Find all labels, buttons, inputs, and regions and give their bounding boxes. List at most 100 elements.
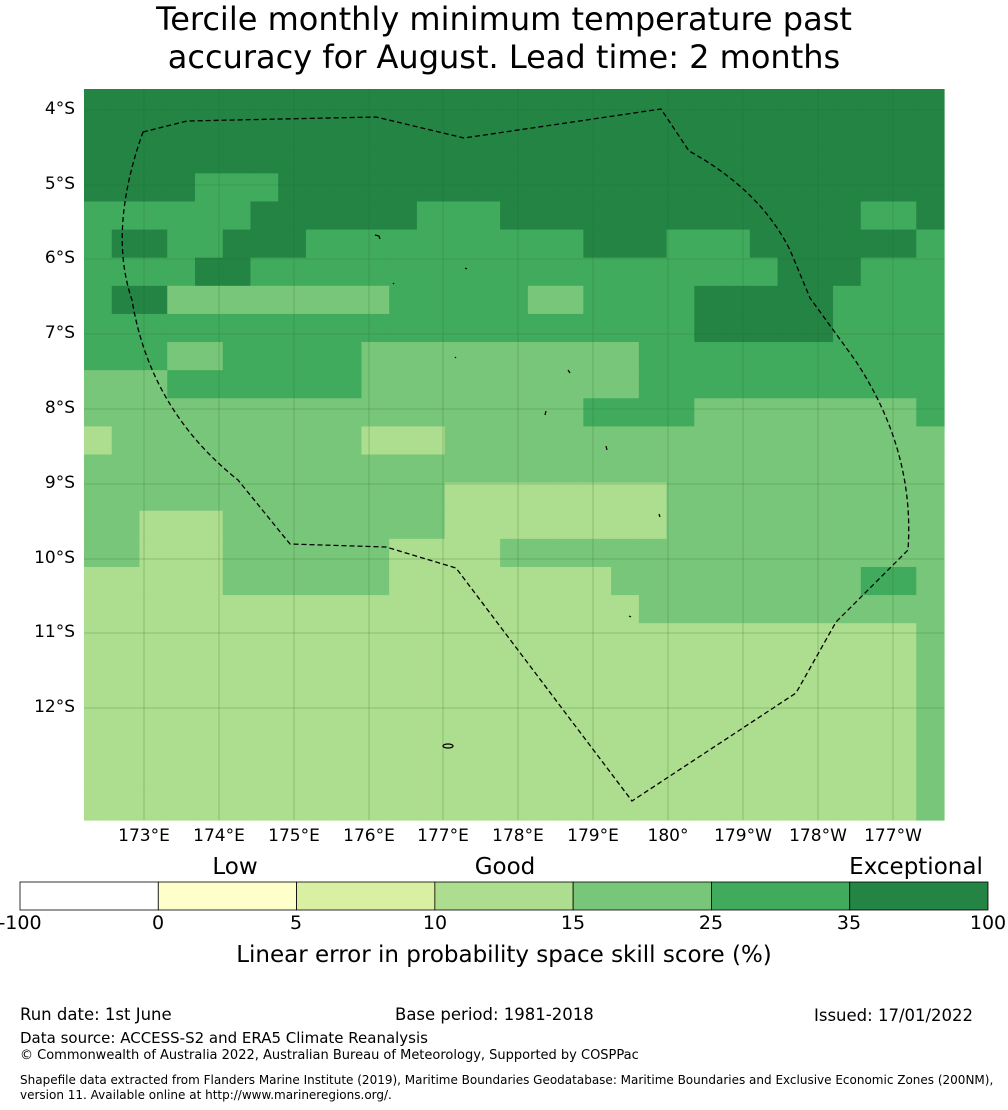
grid-cell <box>527 735 557 765</box>
grid-cell <box>860 370 890 399</box>
grid-cell <box>111 117 141 146</box>
grid-cell <box>500 173 529 203</box>
grid-cell <box>111 791 141 821</box>
grid-cell <box>555 566 584 596</box>
grid-cell <box>194 482 224 512</box>
grid-cell <box>611 454 640 484</box>
grid-cell <box>749 735 779 765</box>
map-figure <box>84 89 945 821</box>
grid-cell <box>333 651 363 681</box>
grid-cell <box>416 679 446 709</box>
grid-cell <box>361 454 390 484</box>
grid-cell <box>583 285 612 315</box>
grid-cell <box>722 173 751 203</box>
grid-cell <box>666 538 695 568</box>
grid-cell <box>305 201 335 231</box>
grid-cell <box>694 342 723 371</box>
colorbar-swatch <box>849 881 989 911</box>
grid-cell <box>833 679 862 709</box>
grid-cell <box>444 201 473 231</box>
grid-cell <box>860 173 890 203</box>
grid-cell <box>638 566 668 596</box>
grid-cell <box>833 229 862 259</box>
grid-cell <box>250 595 279 624</box>
lat-label: 12°S <box>34 697 75 717</box>
grid-cell <box>389 623 418 652</box>
grid-cell <box>777 173 806 203</box>
grid-cell <box>333 370 363 399</box>
grid-cell <box>389 426 418 456</box>
grid-cell <box>167 257 196 287</box>
grid-cell <box>638 735 668 765</box>
grid-cell <box>694 510 723 540</box>
grid-cell <box>611 763 640 793</box>
grid-cell <box>638 482 668 512</box>
grid-cell <box>749 707 779 737</box>
grid-cell <box>888 285 917 315</box>
grid-cell <box>860 679 890 709</box>
grid-cell <box>860 342 890 371</box>
grid-cell <box>805 117 834 146</box>
grid-cell <box>111 623 141 652</box>
grid-cell <box>555 454 584 484</box>
grid-cell <box>84 595 113 624</box>
grid-cell <box>278 595 307 624</box>
grid-cell <box>527 538 557 568</box>
grid-cell <box>916 398 945 427</box>
grid-cell <box>333 229 363 259</box>
grid-cell <box>361 595 390 624</box>
grid-cell <box>167 510 196 540</box>
grid-cell <box>250 145 279 174</box>
grid-cell <box>139 595 168 624</box>
grid-cell <box>611 482 640 512</box>
grid-cell <box>194 285 224 315</box>
lat-label: 6°S <box>44 248 75 268</box>
grid-cell <box>583 454 612 484</box>
grid-cell <box>444 370 473 399</box>
shapefile-credit-line-2: version 11. Available online at http://w… <box>20 1088 392 1102</box>
grid-cell <box>527 313 557 343</box>
grid-cell <box>444 173 473 203</box>
grid-cell <box>611 342 640 371</box>
grid-cell <box>444 679 473 709</box>
grid-cell <box>694 679 723 709</box>
grid-cell <box>472 510 501 540</box>
grid-cell <box>250 313 279 343</box>
grid-cell <box>527 679 557 709</box>
grid-cell <box>527 566 557 596</box>
grid-cell <box>361 426 390 456</box>
grid-cell <box>888 595 917 624</box>
grid-cell <box>805 510 834 540</box>
grid-cell <box>389 145 418 174</box>
grid-cell <box>583 679 612 709</box>
grid-cell <box>749 651 779 681</box>
grid-cell <box>305 313 335 343</box>
grid-cell <box>916 426 945 456</box>
grid-cell <box>527 342 557 371</box>
grid-cell <box>888 566 917 596</box>
grid-cell <box>361 89 390 118</box>
grid-cell <box>749 117 779 146</box>
grid-cell <box>167 145 196 174</box>
grid-cell <box>84 342 113 371</box>
grid-cell <box>222 89 252 118</box>
grid-cell <box>777 623 806 652</box>
grid-cell <box>833 117 862 146</box>
grid-cell <box>361 623 390 652</box>
grid-cell <box>416 229 446 259</box>
colorbar-tick: 100 <box>969 912 1007 934</box>
grid-cell <box>416 538 446 568</box>
grid-cell <box>583 398 612 427</box>
grid-cell <box>860 201 890 231</box>
grid-cell <box>139 791 168 821</box>
grid-cell <box>472 426 501 456</box>
grid-cell <box>722 313 751 343</box>
grid-cell <box>278 145 307 174</box>
lat-label: 8°S <box>44 398 75 418</box>
grid-cell <box>389 595 418 624</box>
grid-cell <box>666 735 695 765</box>
grid-cell <box>916 313 945 343</box>
grid-cell <box>139 538 168 568</box>
grid-cell <box>611 173 640 203</box>
grid-cell <box>111 145 141 174</box>
